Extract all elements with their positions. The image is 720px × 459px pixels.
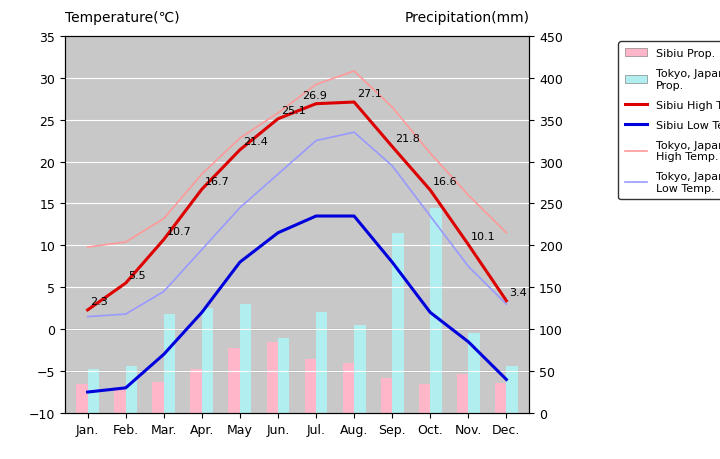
Bar bbox=[88, 369, 99, 413]
Bar bbox=[163, 314, 175, 413]
Text: 16.7: 16.7 bbox=[204, 176, 230, 186]
Text: 2.3: 2.3 bbox=[91, 297, 108, 307]
Bar bbox=[316, 313, 328, 413]
Bar bbox=[506, 366, 518, 413]
Bar bbox=[381, 378, 392, 413]
Text: 10.7: 10.7 bbox=[166, 226, 192, 236]
Text: 21.8: 21.8 bbox=[395, 134, 420, 144]
Bar bbox=[457, 375, 468, 413]
Bar bbox=[278, 338, 289, 413]
Bar bbox=[202, 308, 213, 413]
Text: 25.1: 25.1 bbox=[281, 106, 305, 116]
Text: 21.4: 21.4 bbox=[243, 137, 268, 147]
Bar bbox=[126, 366, 137, 413]
Text: 10.1: 10.1 bbox=[471, 231, 495, 241]
Bar bbox=[228, 349, 240, 413]
Bar bbox=[392, 233, 404, 413]
Text: 3.4: 3.4 bbox=[509, 287, 527, 297]
Bar bbox=[114, 388, 126, 413]
Bar bbox=[431, 208, 441, 413]
Bar bbox=[240, 304, 251, 413]
Bar bbox=[190, 369, 202, 413]
Bar bbox=[343, 363, 354, 413]
Legend: Sibiu Prop., Tokyo, Japan
Prop., Sibiu High Temp., Sibiu Low Temp., Tokyo, Japan: Sibiu Prop., Tokyo, Japan Prop., Sibiu H… bbox=[618, 42, 720, 200]
Text: Precipitation(mm): Precipitation(mm) bbox=[404, 11, 529, 25]
Bar bbox=[495, 383, 506, 413]
Text: 16.6: 16.6 bbox=[433, 177, 458, 187]
Bar bbox=[305, 359, 316, 413]
Bar bbox=[76, 384, 88, 413]
Text: 26.9: 26.9 bbox=[302, 91, 327, 101]
Text: Temperature(℃): Temperature(℃) bbox=[65, 11, 179, 25]
Bar bbox=[153, 382, 163, 413]
Bar bbox=[419, 384, 431, 413]
Text: 27.1: 27.1 bbox=[357, 89, 382, 99]
Text: 5.5: 5.5 bbox=[128, 270, 146, 280]
Bar bbox=[266, 342, 278, 413]
Bar bbox=[354, 325, 366, 413]
Bar bbox=[468, 333, 480, 413]
